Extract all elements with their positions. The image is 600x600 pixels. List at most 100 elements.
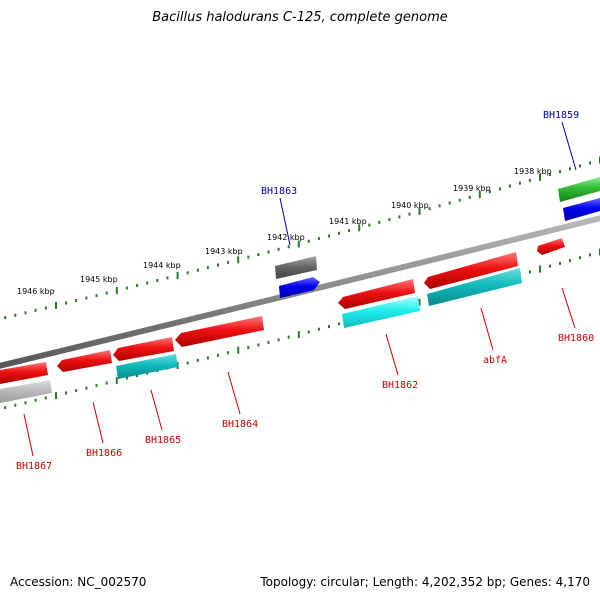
tick-minor (14, 403, 17, 407)
tick-major (539, 173, 541, 181)
leader-line (561, 121, 577, 171)
tick-minor (85, 386, 88, 390)
kbp-label: 1939 kbp (453, 184, 491, 193)
tick-minor (85, 296, 88, 300)
gene-feature-bh1866[interactable] (57, 350, 112, 372)
tick-minor (146, 281, 149, 285)
tick-minor (317, 237, 320, 241)
gene-feature-abfA[interactable] (424, 252, 518, 289)
tick-minor (136, 374, 139, 378)
gene-label-bh1866[interactable]: BH1866 (86, 448, 122, 459)
tick-minor (247, 255, 250, 259)
tick-minor (549, 173, 551, 177)
leader-line (279, 197, 291, 246)
leader-line (480, 307, 494, 351)
outer-tick-rail (4, 156, 600, 320)
gene-label-bh1859[interactable]: BH1859 (543, 110, 579, 121)
tick-minor (569, 167, 571, 171)
tick-minor (24, 401, 27, 405)
tick-minor (75, 389, 78, 393)
gene-label-bh1867[interactable]: BH1867 (16, 461, 52, 472)
gene-feature-bh1867-cds[interactable] (0, 380, 52, 403)
tick-major (115, 377, 118, 385)
tick-minor (125, 286, 128, 290)
gene-label-abfA[interactable]: abfA (483, 355, 507, 366)
gene-feature-bh1860[interactable] (537, 238, 565, 255)
gene-feature-bh1865-cds[interactable] (116, 354, 178, 379)
gene-feature-bh1864[interactable] (175, 316, 264, 347)
kbp-label: 1940 kbp (391, 201, 429, 210)
tick-major (237, 256, 240, 264)
gene-label-bh1864[interactable]: BH1864 (222, 419, 258, 430)
tick-minor (105, 291, 108, 295)
tick-minor (328, 325, 330, 329)
tick-minor (196, 268, 199, 272)
tick-minor (95, 294, 98, 298)
tick-minor (569, 259, 571, 263)
tick-minor (378, 220, 381, 224)
tick-minor (448, 201, 451, 205)
tick-minor (328, 234, 330, 238)
leader-line (385, 333, 399, 376)
tick-minor (559, 261, 561, 265)
tick-minor (44, 306, 47, 310)
topology-text: Topology: circular; Length: 4,202,352 bp… (260, 575, 590, 589)
tick-major (418, 298, 421, 306)
tick-major (297, 240, 300, 248)
gene-feature-forward-blue[interactable] (563, 198, 600, 221)
tick-minor (589, 161, 591, 165)
tick-minor (408, 212, 411, 216)
map-title: Bacillus halodurans C-125, complete geno… (152, 10, 448, 25)
gene-feature-forward-blue[interactable] (279, 277, 320, 298)
tick-minor (388, 218, 391, 222)
tick-minor (217, 353, 219, 357)
tick-major (237, 346, 240, 354)
gene-feature-bh1865[interactable] (113, 337, 174, 361)
gene-label-bh1860[interactable]: BH1860 (558, 333, 594, 344)
tick-minor (34, 398, 37, 402)
kbp-label: 1944 kbp (143, 261, 181, 270)
leader-line (92, 401, 104, 444)
tick-major (478, 191, 481, 199)
gene-feature-bh1862-cds[interactable] (342, 296, 420, 328)
tick-minor (95, 384, 98, 388)
tick-major (297, 331, 300, 338)
tick-minor (518, 181, 521, 185)
tick-minor (368, 223, 371, 227)
tick-minor (508, 184, 511, 188)
gene-feature-bh1862[interactable] (338, 279, 415, 309)
tick-minor (206, 356, 209, 360)
tick-minor (14, 313, 17, 317)
tick-minor (307, 239, 310, 243)
leader-line (227, 371, 241, 415)
tick-minor (338, 231, 341, 235)
gene-feature-bh1859[interactable] (558, 177, 600, 202)
kbp-label: 1938 kbp (514, 167, 552, 176)
tick-minor (257, 343, 260, 347)
tick-minor (65, 301, 68, 305)
kbp-label: 1942 kbp (267, 233, 305, 242)
tick-minor (227, 260, 230, 264)
tick-minor (468, 195, 471, 199)
tick-minor (217, 263, 219, 267)
leader-line (23, 413, 34, 457)
tick-minor (338, 322, 341, 326)
gene-label-bh1863[interactable]: BH1863 (261, 186, 297, 197)
tick-minor (186, 361, 189, 365)
gene-label-bh1865[interactable]: BH1865 (145, 435, 181, 446)
tick-minor (44, 396, 47, 400)
tick-minor (438, 204, 441, 208)
tick-minor (428, 207, 431, 211)
tick-minor (528, 270, 531, 274)
tick-minor (65, 391, 68, 395)
gene-feature-abfA-cds[interactable] (427, 268, 522, 306)
gene-feature-bh1867[interactable] (0, 362, 48, 384)
tick-minor (4, 316, 7, 320)
tick-minor (287, 335, 290, 339)
tick-minor (136, 284, 139, 287)
gene-feature-bh1863[interactable] (275, 256, 317, 279)
tick-minor (196, 358, 199, 362)
leader-line (561, 287, 576, 329)
tick-minor (307, 330, 310, 334)
gene-label-bh1862[interactable]: BH1862 (382, 380, 418, 391)
